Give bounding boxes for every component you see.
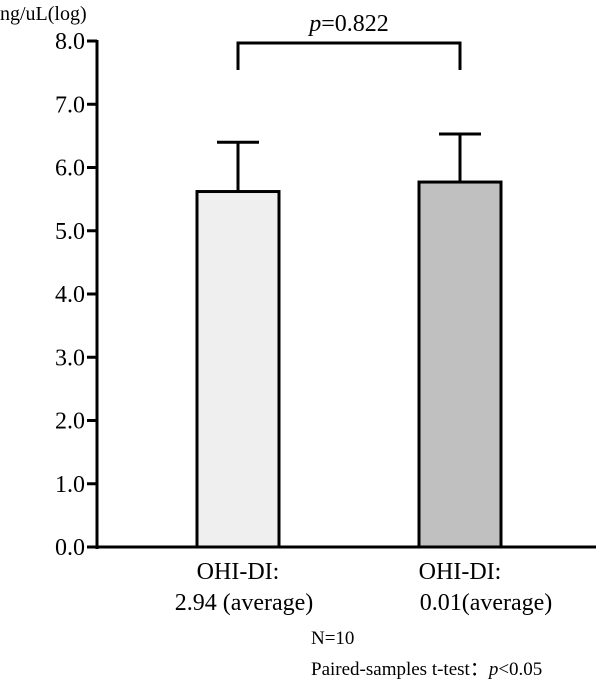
x-tick-label: OHI-DI:	[197, 559, 280, 585]
test-note-p: p	[488, 659, 499, 680]
axes: ng/uL(log) 0.0 1.0 2.0 3.0 4.0 5.0 6.0 7.0 8.0 OHI…	[0, 3, 596, 616]
y-tick-label: 0.0	[55, 535, 85, 561]
y-axis-label: ng/uL(log)	[0, 3, 87, 25]
bar	[195, 190, 281, 549]
test-note-suffix: <0.05	[498, 659, 543, 680]
test-note-prefix: Paired-samples t-test：	[311, 659, 489, 680]
p-value: =0.822	[321, 11, 389, 37]
p-symbol: p	[307, 11, 321, 37]
y-tick-label: 6.0	[55, 156, 85, 182]
significance-bracket: p=0.822	[236, 11, 462, 70]
bracket-line	[236, 41, 462, 70]
x-tick-label: 0.01(average)	[420, 590, 553, 616]
p-value-label: p=0.822	[307, 11, 389, 37]
test-note: Paired-samples t-test：p<0.05	[311, 654, 542, 681]
y-tick-label: 2.0	[55, 409, 85, 435]
y-tick-label: 8.0	[55, 29, 85, 55]
x-tick-label: OHI-DI:	[419, 559, 502, 585]
bars	[195, 132, 503, 549]
y-tick-label: 3.0	[55, 345, 85, 371]
sample-size-note: N=10	[311, 628, 355, 649]
bar	[417, 180, 503, 549]
y-tick-label: 1.0	[55, 472, 85, 498]
x-tick-label: 2.94 (average)	[175, 590, 314, 616]
y-tick-label: 5.0	[55, 219, 85, 245]
y-tick-label: 7.0	[55, 92, 85, 118]
y-tick-label: 4.0	[55, 282, 85, 308]
